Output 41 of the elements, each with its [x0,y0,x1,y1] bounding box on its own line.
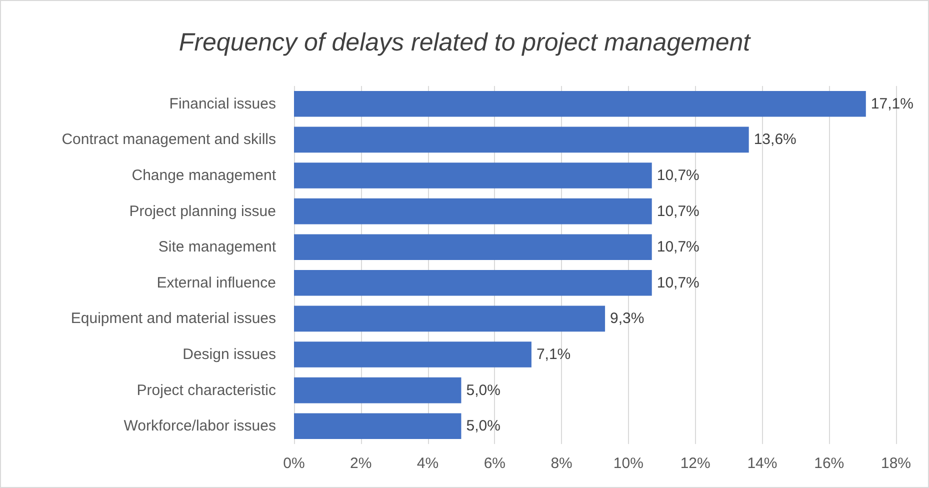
data-label: 10,7% [656,167,700,184]
data-label: 5,0% [466,382,500,399]
y-tick-label: Site management [158,238,277,256]
y-tick-label: Financial issues [169,95,276,112]
data-label: 17,1% [870,95,914,112]
y-tick-label: Contract management and skills [62,131,276,148]
y-tick-label: Change management [132,167,277,184]
chart-title: Frequency of delays related to project management [178,28,752,56]
y-tick-label: Project planning issue [129,202,276,220]
x-tick-label: 16% [814,455,844,472]
data-label: 13,6% [754,131,796,148]
y-tick-label: Project characteristic [136,382,276,399]
bar [294,413,462,439]
data-label: 10,7% [656,274,700,292]
x-tick-label: 4% [416,455,439,472]
x-tick-label: 0% [283,455,305,472]
x-tick-label: 14% [747,455,778,472]
y-tick-label: Equipment and material issues [70,310,276,328]
y-tick-label: Design issues [182,346,276,363]
data-label: 7,1% [536,346,571,363]
bar [294,306,606,332]
x-tick-label: 10% [613,455,644,472]
y-tick-label: Workforce/labor issues [124,418,276,435]
bar [294,162,652,188]
x-tick-label: 8% [550,455,572,472]
bar [294,234,652,260]
x-tick-label: 12% [680,455,710,472]
data-label: 10,7% [656,238,700,256]
bar [294,270,652,296]
bar [294,126,749,153]
data-label: 5,0% [466,418,500,435]
data-label: 9,3% [610,310,644,328]
x-tick-label: 18% [880,455,912,472]
bar [294,342,532,368]
x-tick-label: 2% [350,455,372,472]
data-label: 10,7% [656,202,700,220]
bar [294,91,866,117]
x-tick-label: 6% [484,455,506,472]
bar [294,377,462,404]
bar [294,198,652,224]
y-tick-label: External influence [156,274,276,292]
